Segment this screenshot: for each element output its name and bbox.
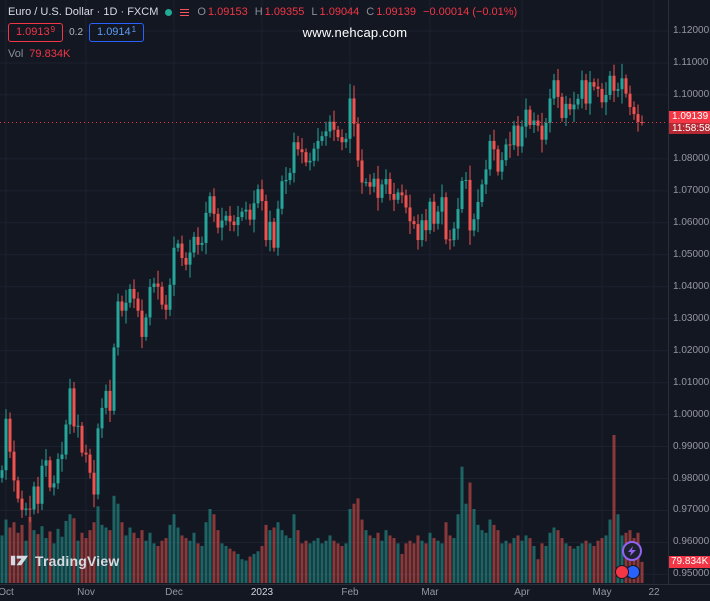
sell-price-sup: 9 bbox=[50, 25, 56, 34]
bar-countdown: 11:58:58 bbox=[669, 123, 710, 135]
tradingview-logo[interactable]: TradingView bbox=[10, 551, 119, 570]
quick-trade-icon[interactable] bbox=[622, 541, 642, 561]
sell-buy-bubbles bbox=[615, 565, 649, 579]
price-tick-label: 1.10000 bbox=[673, 88, 710, 100]
time-tick-label: Feb bbox=[341, 587, 359, 598]
lightning-icon bbox=[628, 546, 636, 556]
watermark-text: www.nehcap.com bbox=[302, 25, 408, 40]
tradingview-logo-icon bbox=[10, 555, 29, 566]
price-tick-label: 1.08000 bbox=[673, 152, 710, 164]
sell-button[interactable]: 1.0913 9 bbox=[8, 23, 64, 42]
legend-menu-icon[interactable] bbox=[179, 8, 190, 17]
tradingview-logo-text: TradingView bbox=[35, 552, 120, 569]
chart-legend: Euro / U.S. Dollar · 1D · FXCM O 1.09153 … bbox=[8, 6, 517, 60]
market-status-dot bbox=[165, 8, 173, 16]
price-tick-label: 1.04000 bbox=[673, 280, 710, 292]
candlestick-chart-canvas[interactable] bbox=[0, 0, 668, 584]
change-value: −0.00014 (−0.01%) bbox=[423, 6, 518, 18]
price-tick-label: 1.02000 bbox=[673, 344, 710, 356]
price-tick-label: 1.07000 bbox=[673, 184, 710, 196]
price-tick-label: 1.03000 bbox=[673, 312, 710, 324]
time-tick-label: 2023 bbox=[250, 587, 274, 598]
volume-value-tag: 79.834K bbox=[669, 555, 710, 568]
price-tick-label: 1.01000 bbox=[673, 376, 710, 388]
price-tick-label: 0.96000 bbox=[673, 536, 710, 548]
time-tick-label: Oct bbox=[0, 587, 14, 598]
floating-widgets bbox=[615, 541, 649, 579]
price-tick-label: 1.05000 bbox=[673, 248, 710, 260]
legend-symbol-row: Euro / U.S. Dollar · 1D · FXCM O 1.09153 … bbox=[8, 6, 517, 18]
price-tick-label: 1.06000 bbox=[673, 216, 710, 228]
time-tick-label: 22 bbox=[648, 587, 660, 598]
price-tick-label: 0.99000 bbox=[673, 440, 710, 452]
volume-indicator-label[interactable]: Vol bbox=[8, 48, 24, 60]
price-tick-label: 0.95000 bbox=[673, 568, 710, 580]
time-tick-label: Mar bbox=[421, 587, 439, 598]
price-tick-label: 1.12000 bbox=[673, 25, 710, 36]
buy-price-sup: 1 bbox=[131, 25, 137, 34]
price-tick-label: 0.97000 bbox=[673, 504, 710, 516]
buy-price: 1.0914 bbox=[97, 26, 131, 38]
price-tick-label: 1.11000 bbox=[673, 56, 709, 68]
sell-price: 1.0913 bbox=[16, 26, 50, 38]
ohlc-close: C 1.09139 bbox=[366, 6, 417, 18]
price-tick-label: 1.00000 bbox=[673, 408, 710, 420]
time-tick-label: May bbox=[592, 587, 612, 598]
time-tick-label: Nov bbox=[77, 587, 95, 598]
time-axis[interactable]: Oct Nov Dec 2023 Feb Mar Apr May 22 bbox=[0, 584, 710, 601]
ohlc-open: O 1.09153 bbox=[197, 6, 248, 18]
symbol-title[interactable]: Euro / U.S. Dollar · 1D · FXCM bbox=[8, 6, 159, 18]
buy-sell-row: 1.0913 9 0.2 1.0914 1 bbox=[8, 23, 517, 42]
time-tick-label: Dec bbox=[165, 587, 183, 598]
price-axis[interactable]: 1.09139 11:58:58 79.834K 1.12000 1.11000 1… bbox=[668, 0, 710, 584]
sell-bubble-icon[interactable] bbox=[615, 565, 629, 579]
spread-value: 0.2 bbox=[69, 27, 84, 38]
ohlc-low: L 1.09044 bbox=[311, 6, 360, 18]
time-tick-label: Apr bbox=[514, 587, 530, 598]
buy-button[interactable]: 1.0914 1 bbox=[89, 23, 145, 42]
price-tick-label: 0.98000 bbox=[673, 472, 710, 484]
ohlc-high: H 1.09355 bbox=[254, 6, 305, 18]
chart-plot-area[interactable] bbox=[0, 0, 668, 584]
volume-indicator-row: Vol 79.834K bbox=[8, 48, 517, 60]
last-price-value: 1.09139 bbox=[669, 111, 710, 124]
volume-indicator-value: 79.834K bbox=[29, 48, 71, 60]
last-price-tag: 1.09139 11:58:58 bbox=[669, 111, 710, 135]
